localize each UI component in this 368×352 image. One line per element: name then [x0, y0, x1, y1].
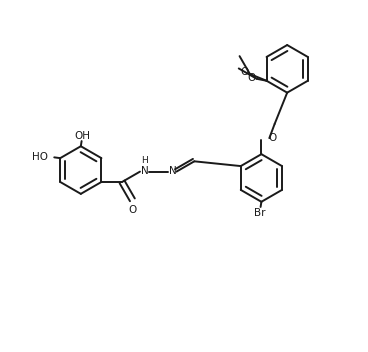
- Text: Br: Br: [254, 208, 266, 218]
- Text: HO: HO: [32, 152, 47, 162]
- Text: O: O: [128, 205, 137, 215]
- Text: O: O: [241, 67, 249, 77]
- Text: O: O: [247, 73, 256, 83]
- Text: OH: OH: [74, 131, 91, 141]
- Text: O: O: [268, 133, 276, 143]
- Text: H: H: [141, 156, 148, 165]
- Text: N: N: [169, 166, 176, 176]
- Text: N: N: [141, 166, 149, 176]
